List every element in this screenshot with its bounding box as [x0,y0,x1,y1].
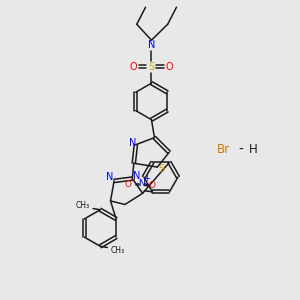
Text: O: O [149,181,156,190]
Text: N: N [138,178,145,188]
Text: -: - [132,175,135,184]
Text: CH₃: CH₃ [76,201,90,210]
Text: O: O [129,62,137,72]
Text: CH₃: CH₃ [111,246,125,255]
Text: O: O [166,62,173,72]
Text: H: H [249,143,257,157]
Text: N: N [133,171,140,181]
Text: S: S [159,164,165,174]
Text: Br: Br [217,143,230,157]
Text: N: N [106,172,113,182]
Text: +: + [144,173,151,182]
Text: S: S [148,62,154,72]
Text: -: - [239,143,244,157]
Text: N: N [129,138,136,148]
Text: N: N [148,40,155,50]
Text: O: O [124,180,131,189]
